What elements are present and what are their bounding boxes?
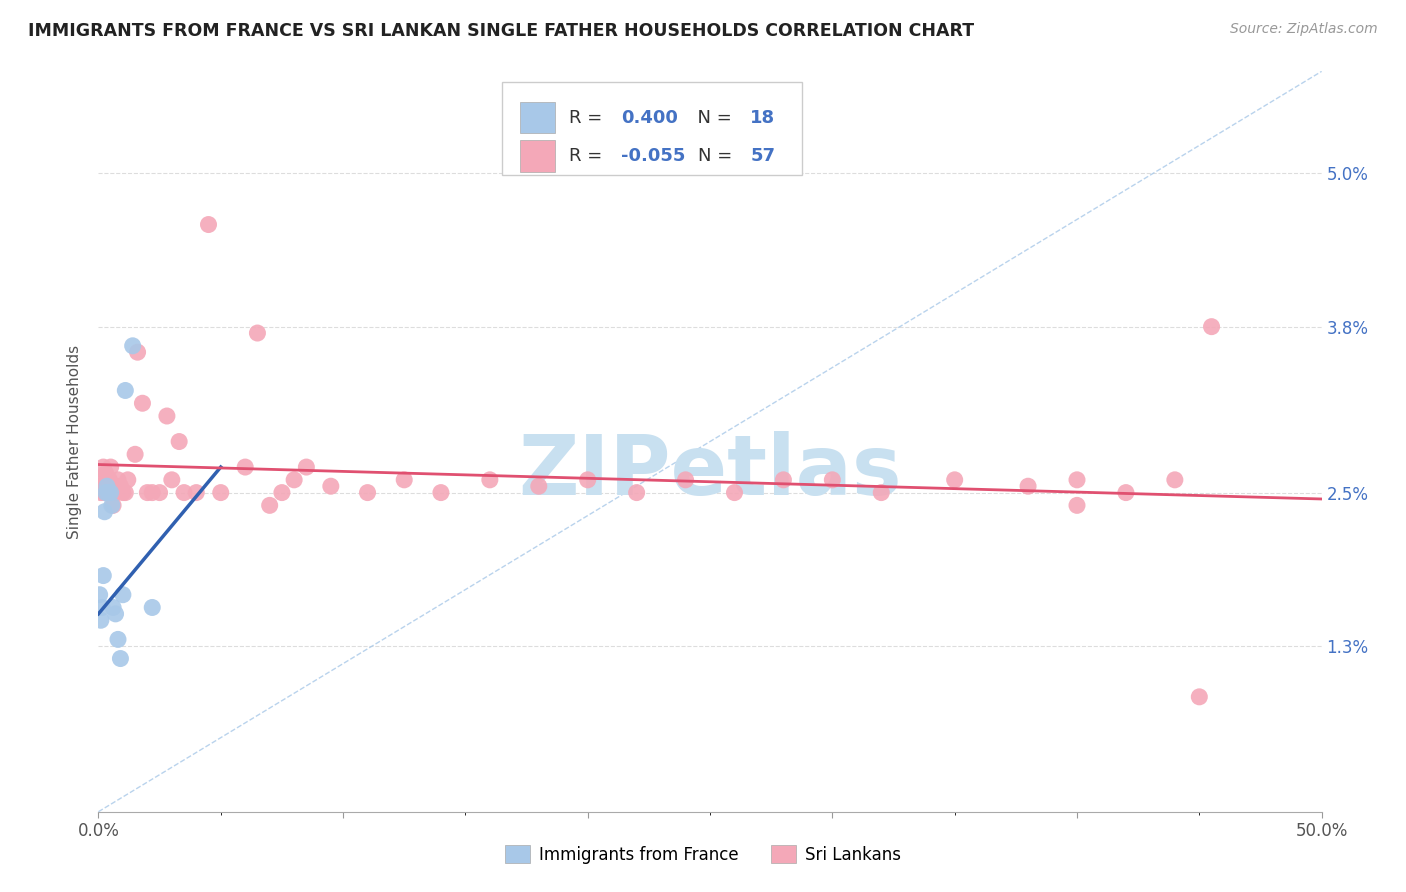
Point — [101, 499, 124, 513]
Text: 0.400: 0.400 — [620, 109, 678, 127]
Point — [89, 588, 111, 602]
Point — [478, 473, 501, 487]
Point — [127, 345, 149, 359]
Point — [1017, 479, 1039, 493]
Point — [1066, 499, 1088, 513]
Text: N =: N = — [686, 109, 737, 127]
Point — [91, 473, 114, 487]
Point — [576, 473, 599, 487]
Point — [1115, 485, 1137, 500]
Point — [1188, 690, 1211, 704]
Text: 18: 18 — [751, 109, 776, 127]
Point — [319, 479, 342, 493]
Point — [91, 460, 114, 475]
Point — [1066, 473, 1088, 487]
Point — [94, 485, 117, 500]
Point — [160, 473, 183, 487]
Point — [1164, 473, 1187, 487]
Point — [100, 485, 122, 500]
FancyBboxPatch shape — [520, 102, 555, 133]
Point — [131, 396, 153, 410]
Point — [124, 447, 146, 461]
Text: Source: ZipAtlas.com: Source: ZipAtlas.com — [1230, 22, 1378, 37]
Point — [107, 632, 129, 647]
Point — [259, 499, 281, 513]
Point — [527, 479, 550, 493]
Point — [96, 479, 118, 493]
Point — [91, 600, 114, 615]
Text: R =: R = — [569, 147, 609, 165]
Point — [772, 473, 794, 487]
Point — [110, 651, 132, 665]
Point — [943, 473, 966, 487]
Point — [723, 485, 745, 500]
Point — [121, 339, 143, 353]
FancyBboxPatch shape — [502, 82, 801, 175]
Point — [136, 485, 159, 500]
Point — [90, 485, 112, 500]
Point — [93, 485, 115, 500]
Point — [141, 600, 163, 615]
Point — [173, 485, 195, 500]
Point — [356, 485, 378, 500]
Text: R =: R = — [569, 109, 609, 127]
Point — [90, 613, 112, 627]
Point — [100, 460, 122, 475]
Point — [94, 467, 117, 481]
Point — [111, 485, 134, 500]
Point — [167, 434, 190, 449]
Point — [246, 326, 269, 340]
Point — [209, 485, 232, 500]
Point — [675, 473, 697, 487]
Point — [870, 485, 893, 500]
Point — [93, 505, 115, 519]
Text: N =: N = — [697, 147, 738, 165]
Point — [1201, 319, 1223, 334]
Point — [283, 473, 305, 487]
Point — [114, 384, 136, 398]
Text: IMMIGRANTS FROM FRANCE VS SRI LANKAN SINGLE FATHER HOUSEHOLDS CORRELATION CHART: IMMIGRANTS FROM FRANCE VS SRI LANKAN SIN… — [28, 22, 974, 40]
Y-axis label: Single Father Households: Single Father Households — [67, 344, 83, 539]
Point — [110, 479, 132, 493]
Point — [98, 473, 121, 487]
Text: ZIPetlas: ZIPetlas — [519, 431, 901, 512]
Point — [626, 485, 648, 500]
Point — [107, 473, 129, 487]
Point — [114, 485, 136, 500]
Point — [117, 473, 139, 487]
FancyBboxPatch shape — [520, 140, 555, 171]
Point — [295, 460, 318, 475]
Point — [111, 588, 134, 602]
Point — [270, 485, 294, 500]
Point — [821, 473, 844, 487]
Point — [430, 485, 453, 500]
Point — [104, 607, 127, 621]
Point — [91, 568, 114, 582]
Point — [101, 499, 124, 513]
Point — [149, 485, 172, 500]
Point — [141, 485, 163, 500]
Text: 57: 57 — [751, 147, 775, 165]
Point — [96, 485, 118, 500]
Point — [186, 485, 208, 500]
Point — [101, 600, 124, 615]
Point — [97, 485, 120, 500]
Point — [233, 460, 256, 475]
Point — [104, 485, 127, 500]
Text: -0.055: -0.055 — [620, 147, 685, 165]
Point — [156, 409, 179, 423]
Point — [392, 473, 416, 487]
Point — [197, 218, 219, 232]
Point — [101, 479, 124, 493]
Point — [89, 479, 111, 493]
Legend: Immigrants from France, Sri Lankans: Immigrants from France, Sri Lankans — [499, 838, 907, 871]
